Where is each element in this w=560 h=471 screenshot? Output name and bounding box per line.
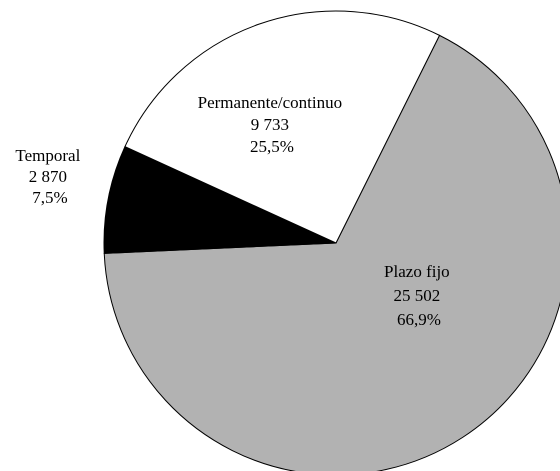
slice-plazo-fijo	[103, 34, 560, 471]
slice-label-permanente-value: 9 733	[251, 115, 289, 134]
slice-label-temporal-value: 2 870	[29, 167, 67, 186]
slice-label-temporal-percent: 7,5%	[32, 188, 67, 207]
slice-label-permanente-percent: 25,5%	[250, 137, 294, 156]
slice-label-plazo-fijo-name: Plazo fijo	[384, 262, 450, 281]
slice-label-permanente: Permanente/continuo 9 733 25,5%	[198, 93, 347, 156]
slice-label-temporal-name: Temporal	[15, 146, 80, 165]
pie-slices	[103, 10, 560, 471]
slice-label-permanente-name: Permanente/continuo	[198, 93, 342, 112]
slice-temporal	[103, 145, 337, 254]
slice-label-plazo-fijo: Plazo fijo 25 502 66,9%	[384, 262, 454, 329]
slice-permanente	[124, 10, 441, 244]
slice-label-temporal: Temporal 2 870 7,5%	[15, 146, 84, 207]
slice-label-plazo-fijo-value: 25 502	[394, 286, 441, 305]
slice-label-plazo-fijo-percent: 66,9%	[397, 310, 441, 329]
